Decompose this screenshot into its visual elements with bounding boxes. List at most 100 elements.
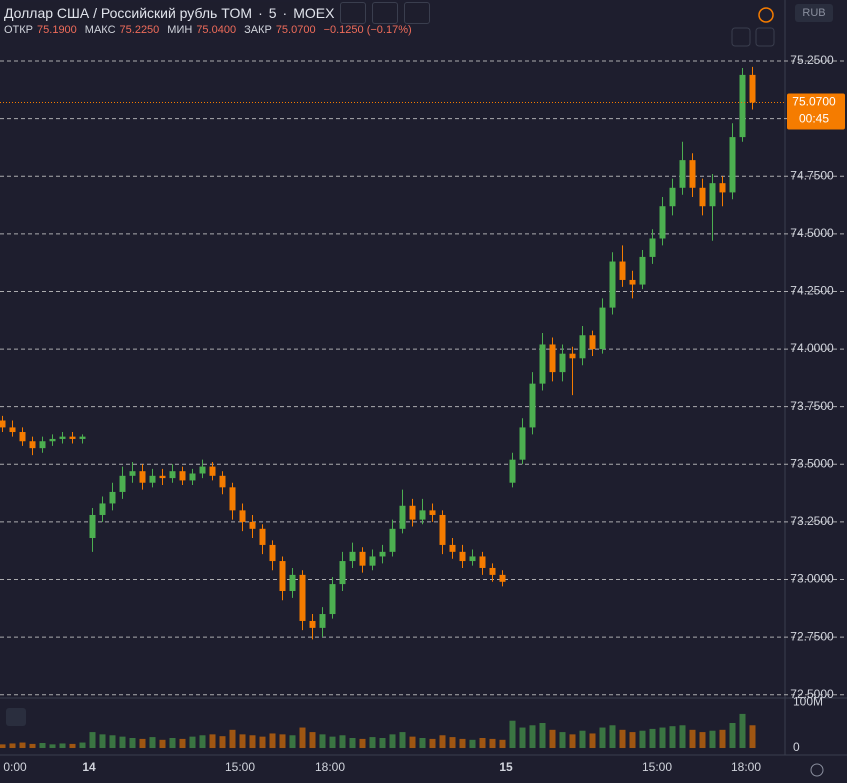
candle-body xyxy=(349,551,356,562)
volume-bar xyxy=(429,738,436,748)
ohlc-label: МАКС xyxy=(84,24,116,36)
candle-body xyxy=(719,183,726,193)
candle-body xyxy=(489,567,496,575)
candle-body xyxy=(659,206,666,239)
candle-body xyxy=(249,521,256,529)
candle-body xyxy=(639,256,646,285)
candle-body xyxy=(439,514,446,545)
ohlc-label: ЗАКР xyxy=(244,24,272,36)
volume-bar xyxy=(89,732,96,748)
y-tick-label: 74.0000 xyxy=(790,341,834,355)
candle-body xyxy=(239,510,246,522)
volume-bar xyxy=(149,737,156,748)
volume-bar xyxy=(229,729,236,748)
ohlc-label: ОТКР xyxy=(4,24,34,36)
volume-bar xyxy=(559,732,566,748)
volume-bar xyxy=(449,737,456,748)
candle-body xyxy=(499,574,506,582)
candle-body xyxy=(699,187,706,207)
volume-bar xyxy=(499,739,506,748)
y-tick-label: 73.0000 xyxy=(790,572,834,586)
volume-bar xyxy=(729,723,736,748)
more-button[interactable] xyxy=(404,2,431,24)
volume-bar xyxy=(209,734,216,748)
currency-badge[interactable]: RUB xyxy=(795,4,833,22)
volume-bar xyxy=(399,732,406,748)
candle-body xyxy=(229,487,236,511)
volume-bar xyxy=(489,738,496,748)
candle-body xyxy=(79,436,86,439)
candle-body xyxy=(89,514,96,539)
candle-body xyxy=(179,471,186,481)
volume-bar xyxy=(639,730,646,748)
volume-bar xyxy=(99,734,106,748)
candle-body xyxy=(299,574,306,621)
candle-body xyxy=(149,475,156,483)
x-tick-label: 18:00 xyxy=(731,760,761,774)
candle-body xyxy=(749,74,756,103)
volume-bar xyxy=(39,743,46,748)
alert-icon xyxy=(758,7,774,23)
volume-bar xyxy=(299,727,306,748)
candle-body xyxy=(459,551,466,562)
candle-body xyxy=(159,475,166,479)
volume-bar xyxy=(659,727,666,748)
volume-bar xyxy=(159,739,166,748)
exchange: MOEX xyxy=(293,5,335,21)
volume-bar xyxy=(669,726,676,748)
change: −0.1250 (−0.17%) xyxy=(323,24,412,36)
volume-tick-label: 100M xyxy=(793,695,823,709)
volume-bar xyxy=(119,736,126,748)
y-tick-label: 74.5000 xyxy=(790,226,834,240)
candle-body xyxy=(419,510,426,520)
volume-bar xyxy=(169,738,176,748)
x-tick-label: 14 xyxy=(82,760,96,774)
candle-body xyxy=(389,528,396,552)
eye-button[interactable] xyxy=(372,2,399,24)
y-tick-label: 73.7500 xyxy=(790,399,834,413)
candle-body xyxy=(679,160,686,188)
volume-bar xyxy=(0,744,6,748)
volume-bar xyxy=(29,743,36,748)
volume-bar xyxy=(259,736,266,748)
volume-bar xyxy=(389,734,396,748)
volume-bar xyxy=(649,728,656,748)
candle-body xyxy=(559,353,566,373)
volume-bar xyxy=(129,738,136,748)
ohlc-value: 75.0400 xyxy=(196,24,237,36)
volume-bar xyxy=(469,739,476,748)
y-tick-label: 73.5000 xyxy=(790,456,834,470)
settings-icon xyxy=(810,763,824,777)
candle-body xyxy=(519,427,526,460)
header: Доллар США / Российский рубль TOM · 5 · … xyxy=(4,2,431,24)
candle-body xyxy=(0,420,6,428)
interval: 5 xyxy=(268,5,277,21)
volume-bar xyxy=(49,744,56,748)
volume-bar xyxy=(529,725,536,748)
volume-bar xyxy=(629,732,636,748)
price-axis-bg xyxy=(785,0,847,783)
volume-bar xyxy=(369,737,376,748)
y-tick-label: 72.5000 xyxy=(790,687,834,701)
hide-button[interactable] xyxy=(340,2,367,24)
volume-bar xyxy=(589,733,596,748)
candle-body xyxy=(99,503,106,515)
volume-bar xyxy=(239,734,246,748)
volume-bar xyxy=(339,735,346,748)
x-tick-label: 15 xyxy=(499,760,513,774)
candle-body xyxy=(119,475,126,492)
candle-body xyxy=(39,441,46,449)
volume-bar xyxy=(439,735,446,748)
candle-body xyxy=(599,307,606,350)
candle-body xyxy=(469,556,476,562)
candle-body xyxy=(729,137,736,193)
volume-bar xyxy=(249,735,256,748)
volume-bar xyxy=(379,738,386,748)
candle-body xyxy=(269,544,276,562)
volume-bar xyxy=(59,743,66,748)
ohlc-value: 75.0700 xyxy=(275,24,316,36)
candle-body xyxy=(649,238,656,257)
candle-body xyxy=(319,614,326,628)
last-price-label: 75.0700 xyxy=(792,95,836,109)
volume-bar xyxy=(319,734,326,748)
